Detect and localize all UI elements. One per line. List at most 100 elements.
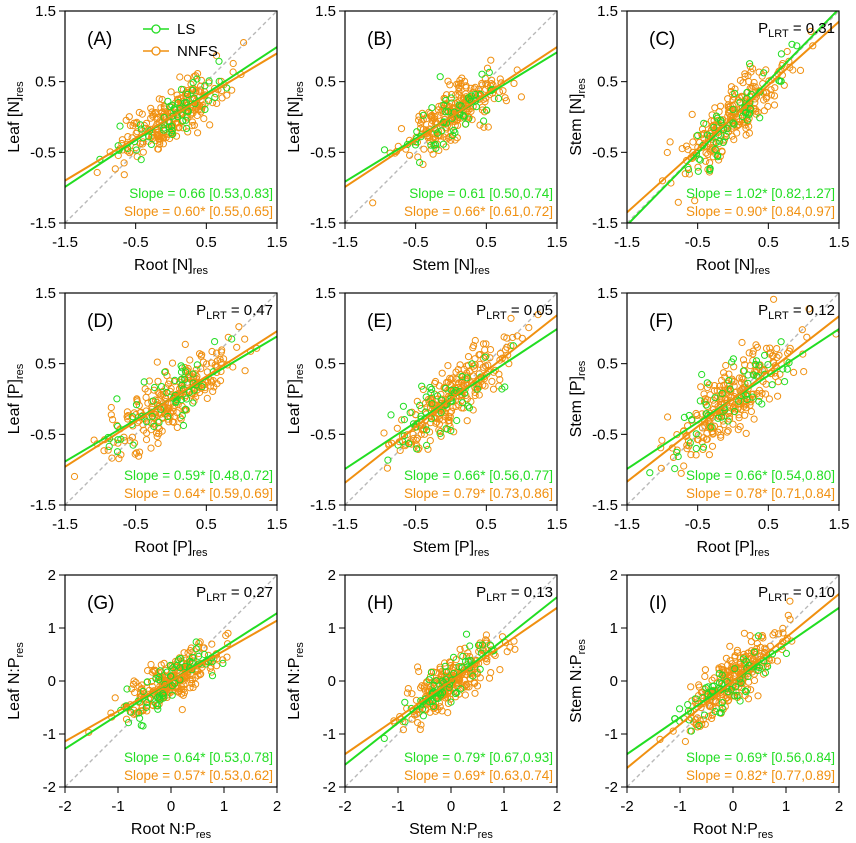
- nnfs-point: [446, 81, 454, 89]
- ls-point: [788, 40, 796, 48]
- x-tick-label: -2: [338, 798, 351, 815]
- ls-point: [142, 703, 150, 711]
- ls-point: [427, 668, 436, 677]
- nnfs-point: [469, 406, 477, 414]
- nnfs-point: [419, 116, 427, 124]
- nnfs-point: [211, 361, 219, 369]
- nnfs-point: [399, 726, 407, 734]
- ls-point: [768, 650, 777, 658]
- ls-point: [181, 376, 189, 384]
- ls-point: [185, 388, 194, 396]
- legend-ls-label: LS: [177, 21, 195, 38]
- plrt-sub: LRT: [486, 310, 507, 322]
- nnfs-fit-line: [65, 52, 277, 182]
- nnfs-point: [397, 125, 406, 133]
- ls-point: [680, 413, 689, 421]
- nnfs-point: [747, 638, 756, 646]
- nnfs-point: [152, 109, 160, 117]
- nnfs-point: [730, 378, 738, 386]
- nnfs-point: [415, 667, 423, 676]
- x-tick-label: -1.5: [332, 234, 358, 251]
- nnfs-point: [192, 680, 200, 688]
- ls-point: [442, 425, 450, 433]
- ls-point: [464, 402, 472, 410]
- nnfs-point: [160, 102, 168, 110]
- y-axis-label: Leaf N:Pres: [6, 642, 26, 720]
- ls-point: [152, 675, 160, 683]
- ls-point: [184, 90, 192, 99]
- nnfs-point: [424, 445, 432, 453]
- ls-point: [201, 82, 209, 90]
- nnfs-point: [111, 694, 119, 702]
- ls-point: [673, 448, 681, 456]
- nnfs-point: [453, 80, 461, 88]
- nnfs-point: [482, 639, 491, 647]
- ls-point: [453, 416, 461, 425]
- ls-point: [422, 393, 430, 401]
- nnfs-point: [168, 359, 177, 367]
- ls-point: [684, 707, 693, 715]
- ls-point: [702, 401, 710, 409]
- nnfs-point: [755, 68, 763, 76]
- ls-slope-label: Slope = 0.66* [0.54,0.80]: [686, 468, 835, 483]
- nnfs-point: [180, 681, 188, 689]
- y-tick-label: 0.5: [597, 74, 618, 91]
- nnfs-point: [496, 356, 504, 364]
- nnfs-point: [786, 597, 794, 605]
- ls-point: [742, 391, 750, 399]
- ls-point: [685, 411, 693, 420]
- ls-point: [440, 101, 448, 109]
- nnfs-point: [688, 110, 696, 119]
- nnfs-point: [705, 451, 714, 459]
- nnfs-point: [471, 665, 479, 673]
- nnfs-point: [448, 90, 456, 99]
- ls-point: [380, 734, 388, 743]
- nnfs-point: [733, 129, 741, 137]
- nnfs-point: [194, 129, 202, 137]
- x-tick-label: -1.5: [52, 234, 78, 251]
- ls-point: [478, 70, 486, 78]
- ls-point: [466, 642, 474, 650]
- ls-point: [166, 661, 174, 670]
- ls-point: [177, 375, 185, 384]
- x-tick-label: -1: [111, 798, 124, 815]
- nnfs-point: [798, 326, 806, 334]
- ls-point: [486, 641, 494, 649]
- ls-point: [160, 124, 168, 132]
- ls-point: [739, 367, 748, 375]
- plrt-value: = 0.31: [789, 20, 835, 37]
- ls-point: [413, 128, 421, 136]
- nnfs-point: [167, 88, 175, 96]
- nnfs-point: [408, 690, 416, 698]
- nnfs-point: [166, 377, 174, 385]
- nnfs-point: [123, 408, 132, 416]
- nnfs-point: [208, 359, 216, 367]
- ls-point: [445, 683, 453, 692]
- nnfs-fit-line: [65, 619, 277, 743]
- y-tick-label: 0.5: [35, 74, 56, 91]
- nnfs-point: [212, 349, 221, 357]
- nnfs-point: [730, 136, 738, 144]
- nnfs-point: [807, 27, 815, 35]
- nnfs-point: [749, 347, 757, 355]
- nnfs-point: [456, 361, 464, 369]
- ls-point: [400, 416, 408, 424]
- y-tick-label: -0.5: [310, 426, 336, 443]
- ls-point: [719, 138, 727, 147]
- ls-point: [192, 638, 200, 646]
- ls-point: [137, 125, 145, 133]
- x-tick-label: 0: [447, 798, 455, 815]
- ls-point: [754, 666, 762, 675]
- nnfs-point: [120, 171, 128, 179]
- nnfs-point: [789, 66, 797, 74]
- ls-point: [694, 167, 702, 175]
- plrt-sub: LRT: [768, 310, 789, 322]
- y-tick-label: -1: [43, 726, 56, 743]
- y-tick-label: 2: [328, 567, 336, 584]
- nnfs-point: [131, 450, 139, 458]
- ls-point: [201, 105, 209, 114]
- nnfs-point: [458, 404, 466, 412]
- ls-point: [694, 131, 702, 139]
- ls-slope-label: Slope = 0.59* [0.48,0.72]: [124, 468, 273, 483]
- y-tick-label: -1.5: [310, 215, 336, 232]
